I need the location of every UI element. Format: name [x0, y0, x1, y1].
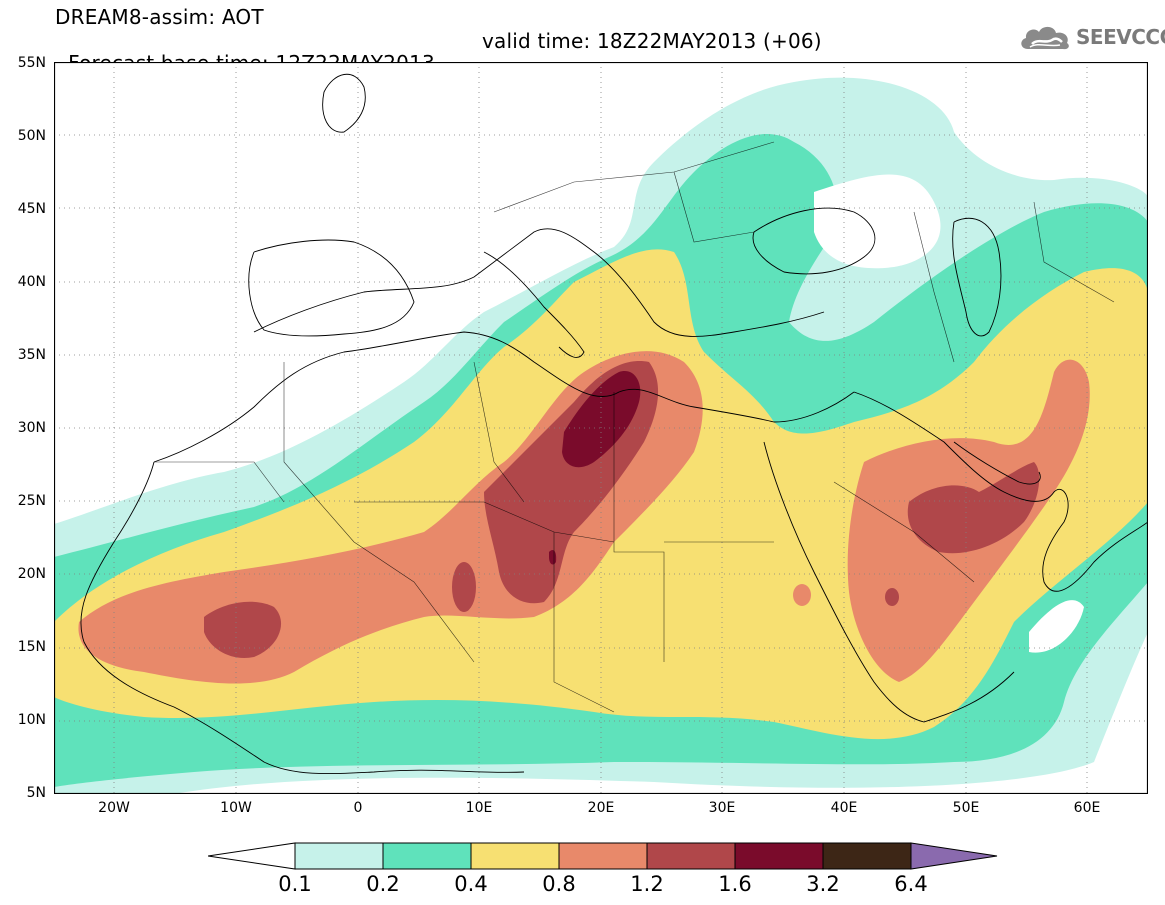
coastlines	[80, 73, 1148, 775]
coastline-caspian	[952, 217, 1002, 337]
lon-tick-label: 40E	[830, 800, 858, 816]
aot-map	[54, 62, 1148, 794]
lat-tick-label: 35N	[17, 347, 46, 363]
colorbar-level-label: 3.2	[806, 872, 840, 896]
coastline-persian-gulf	[953, 441, 1041, 485]
colorbar-level-label: 0.1	[278, 872, 312, 896]
aot-contour-1.2-arabia	[907, 462, 1040, 554]
logo-text: SEEVCCC	[1076, 25, 1165, 49]
lat-tick-label: 5N	[26, 785, 46, 801]
colorbar	[208, 842, 998, 870]
seevccc-logo: SEEVCCC	[1018, 22, 1165, 52]
lon-tick-label: 0	[353, 800, 363, 816]
lat-tick-label: 30N	[17, 420, 46, 436]
lat-tick-label: 10N	[17, 712, 46, 728]
colorbar-level-label: 0.4	[454, 872, 488, 896]
colorbar-bin	[734, 842, 824, 870]
lon-tick-label: 60E	[1073, 800, 1101, 816]
lon-tick-label: 20W	[98, 800, 130, 816]
lat-tick-label: 45N	[17, 201, 46, 217]
coastline-africa-north	[153, 331, 855, 463]
lat-tick-label: 40N	[17, 274, 46, 290]
lat-tick-label: 25N	[17, 493, 46, 509]
lat-tick-label: 15N	[17, 639, 46, 655]
lat-tick-label: 55N	[17, 55, 46, 71]
aot-contour-1.2-sahel	[204, 601, 282, 658]
aot-contour-1.6	[562, 371, 641, 468]
clear-area-arabia-east	[1029, 600, 1084, 653]
colorbar-bin	[558, 842, 648, 870]
coastline-europe-south	[253, 228, 825, 337]
map-title: DREAM8-assim: AOT	[55, 5, 264, 29]
aot-blob-1.2	[452, 562, 476, 612]
lon-tick-label: 10W	[220, 800, 252, 816]
lon-tick-label: 50E	[952, 800, 980, 816]
colorbar-bin	[470, 842, 560, 870]
gridlines	[54, 62, 1148, 794]
colorbar-level-label: 1.6	[718, 872, 752, 896]
colorbar-level-label: 0.8	[542, 872, 576, 896]
aot-blob-0.8	[793, 584, 811, 606]
coastline-africa-west	[80, 461, 525, 775]
colorbar-under-arrow	[208, 842, 296, 870]
coastline-british-isles	[322, 73, 366, 133]
coastline-iberia	[248, 239, 415, 337]
coastline-black-sea	[752, 207, 876, 275]
lon-tick-label: 20E	[587, 800, 615, 816]
colorbar-level-label: 6.4	[894, 872, 928, 896]
lon-tick-label: 10E	[465, 800, 493, 816]
colorbar-bin	[382, 842, 472, 870]
aot-blob-1.6	[549, 550, 557, 565]
lat-tick-label: 20N	[17, 566, 46, 582]
colorbar-level-label: 0.2	[366, 872, 400, 896]
valid-time: valid time: 18Z22MAY2013 (+06)	[482, 29, 822, 53]
colorbar-bin	[646, 842, 736, 870]
clear-area-europe-east	[814, 174, 941, 269]
coastline-italy	[483, 251, 585, 358]
colorbar-over-arrow	[910, 842, 998, 870]
colorbar-level-label: 1.2	[630, 872, 664, 896]
country-borders	[154, 141, 1115, 713]
colorbar-bin	[822, 842, 912, 870]
lon-tick-label: 30E	[708, 800, 736, 816]
cloud-icon	[1021, 26, 1069, 50]
coastline-arabia	[853, 391, 1148, 592]
coastline-red-sea	[763, 441, 1015, 723]
aot-blob-1.2-yemen	[885, 588, 899, 606]
lat-tick-label: 50N	[17, 128, 46, 144]
colorbar-bin	[294, 842, 384, 870]
